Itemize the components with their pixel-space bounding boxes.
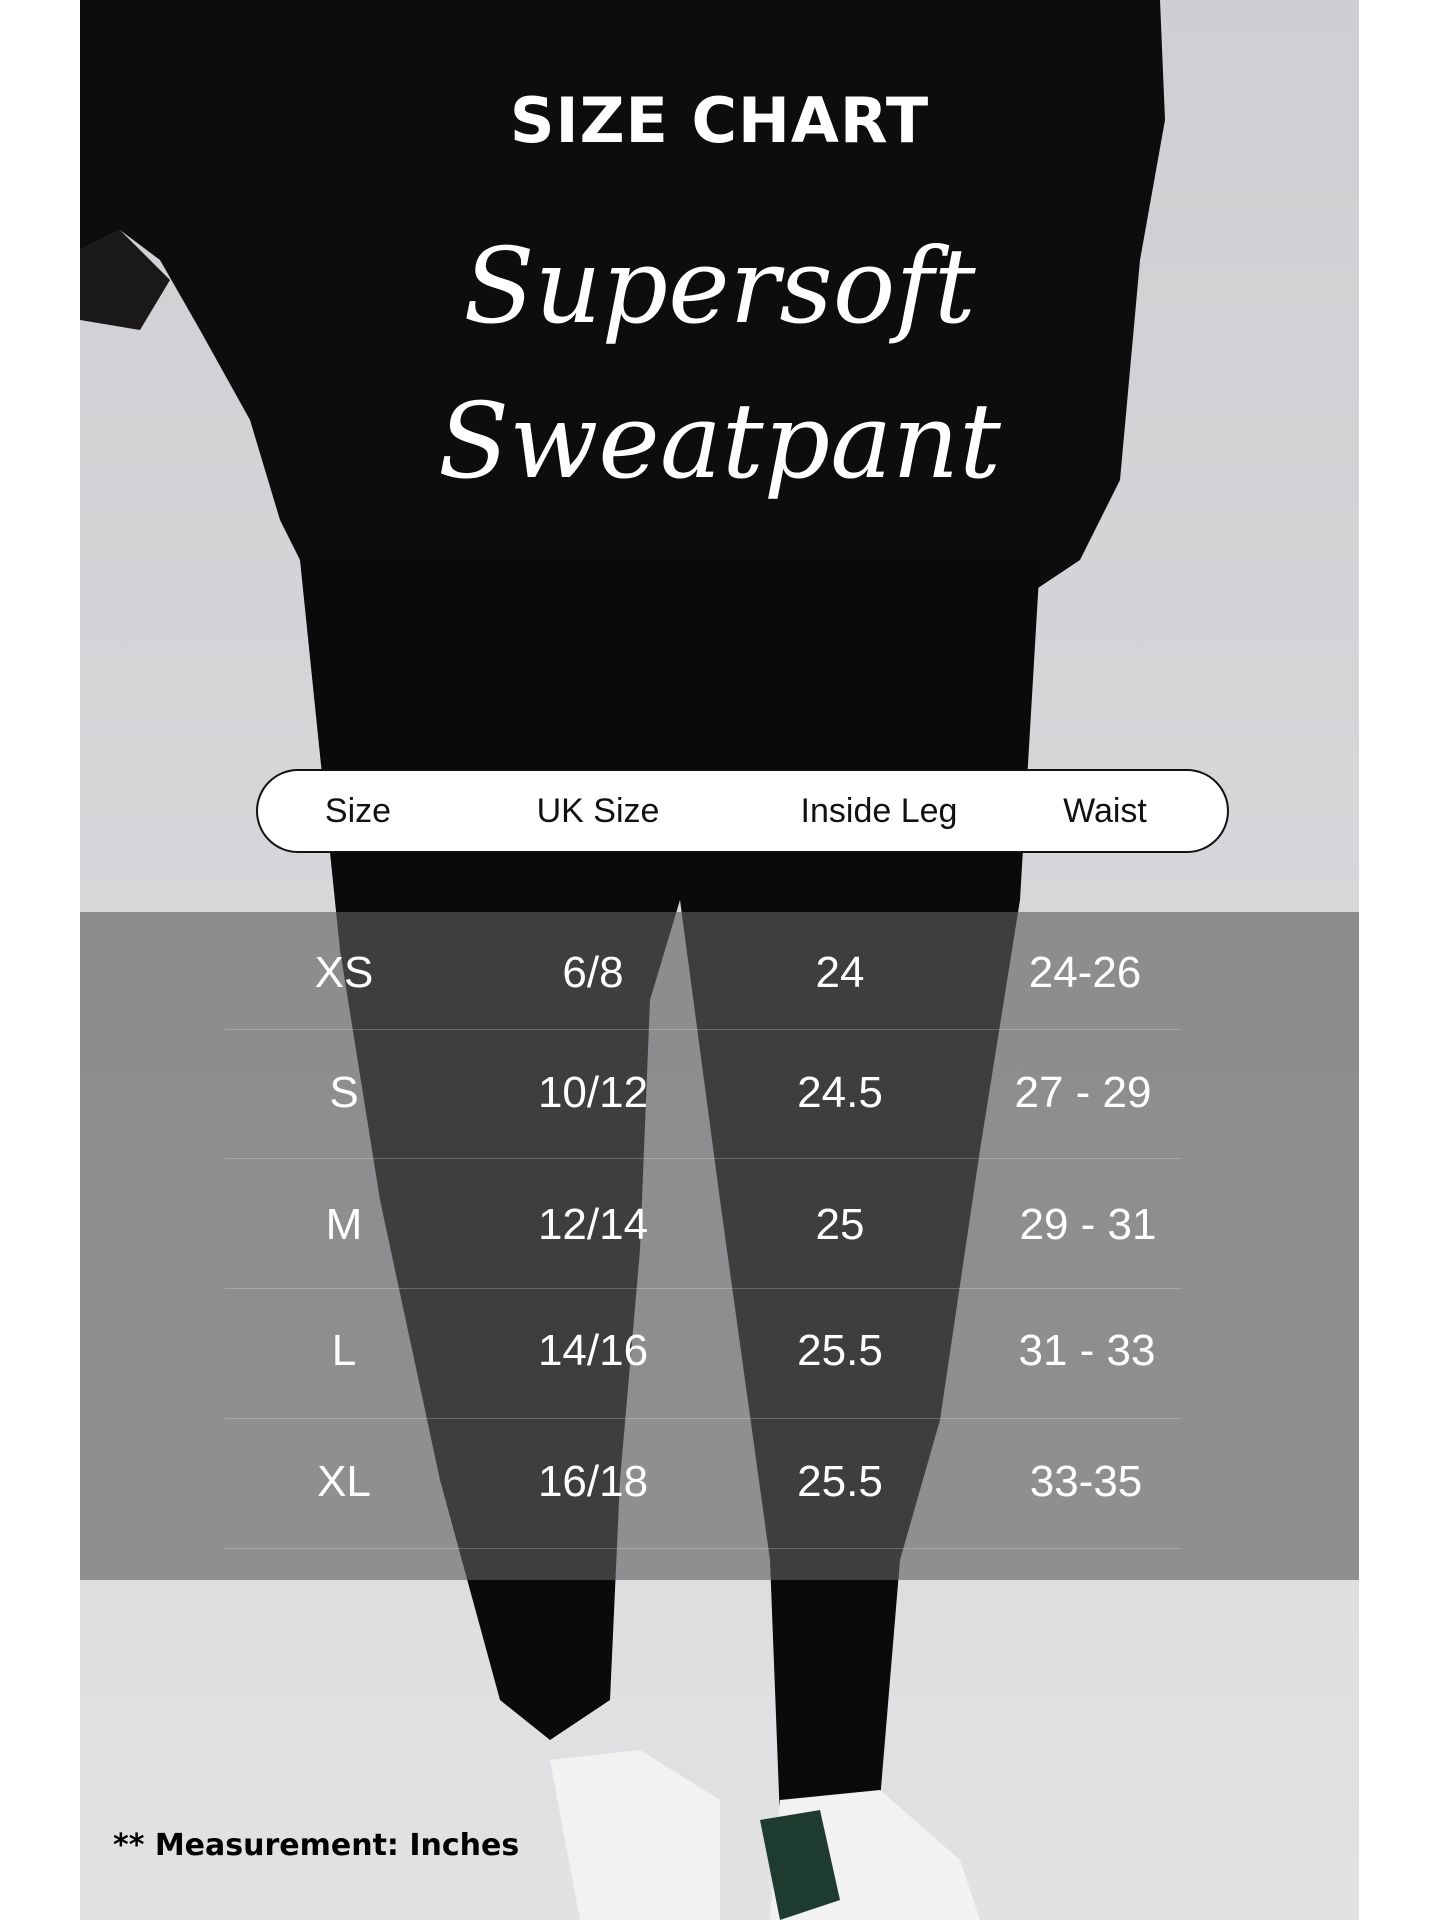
cell-waist: 33-35 <box>1029 1457 1143 1506</box>
cell-size: S <box>329 1068 359 1117</box>
cell-size: M <box>325 1200 363 1249</box>
cell-uk-size: 10/12 <box>537 1068 649 1117</box>
header-inside-leg: Inside Leg <box>800 792 958 830</box>
cell-size: L <box>331 1326 357 1375</box>
cell-inside-leg: 25.5 <box>797 1457 883 1506</box>
table-row: XL 16/18 25.5 33-35 <box>0 0 1440 1506</box>
cell-uk-size: 14/16 <box>537 1326 649 1375</box>
table-row: M 12/14 25 29 - 31 <box>0 0 1440 1249</box>
table-header: Size UK Size Inside Leg Waist <box>256 769 1229 853</box>
cell-size: XL <box>317 1457 371 1506</box>
cell-inside-leg: 24 <box>815 948 865 997</box>
row-divider <box>225 1418 1182 1419</box>
cell-inside-leg: 25 <box>815 1200 865 1249</box>
cell-uk-size: 16/18 <box>537 1457 649 1506</box>
product-name-line-1: Supersoft <box>463 225 976 347</box>
cell-waist: 27 - 29 <box>1014 1068 1152 1117</box>
row-divider <box>225 1288 1182 1289</box>
cell-size: XS <box>314 948 374 997</box>
cell-waist: 31 - 33 <box>1018 1326 1156 1375</box>
row-divider <box>225 1029 1182 1030</box>
table-body-band <box>80 912 1359 1580</box>
page-title: SIZE CHART <box>509 84 930 157</box>
table-row: L 14/16 25.5 31 - 33 <box>0 0 1440 1375</box>
table-row: XS 6/8 24 24-26 <box>0 0 1440 997</box>
row-divider <box>225 1548 1182 1549</box>
header-uk-size: UK Size <box>536 792 660 830</box>
cell-inside-leg: 25.5 <box>797 1326 883 1375</box>
cell-uk-size: 6/8 <box>562 948 624 997</box>
header-size: Size <box>324 792 392 830</box>
table-row: S 10/12 24.5 27 - 29 <box>0 0 1440 1117</box>
row-divider <box>225 1158 1182 1159</box>
product-name-line-2: Sweatpant <box>438 380 1001 502</box>
cell-waist: 29 - 31 <box>1019 1200 1157 1249</box>
header-waist: Waist <box>1063 792 1147 830</box>
measurement-footnote: ** Measurement: Inches <box>113 1828 520 1863</box>
cell-waist: 24-26 <box>1028 948 1142 997</box>
cell-uk-size: 12/14 <box>537 1200 649 1249</box>
cell-inside-leg: 24.5 <box>797 1068 883 1117</box>
